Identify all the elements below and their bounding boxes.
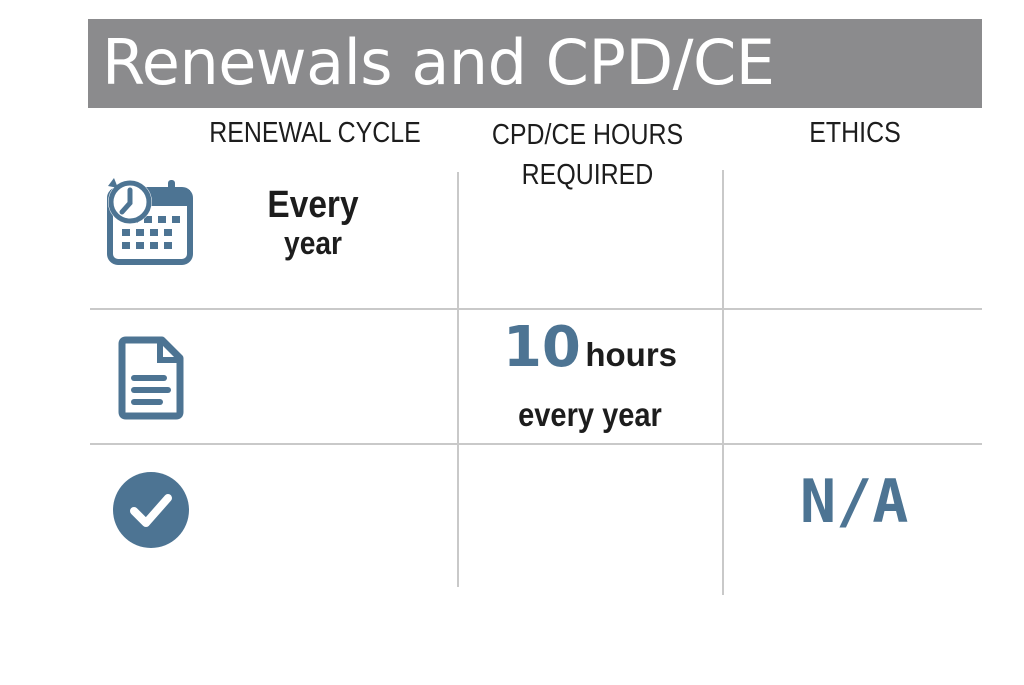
column-header-renewal-cycle: RENEWAL CYCLE [209, 117, 421, 149]
column-header-cpd-line2: REQUIRED [521, 159, 654, 191]
column-divider-2 [722, 170, 724, 595]
calendar-clock-icon [100, 172, 196, 268]
column-header-cpd-hours: CPD/CE HOURS REQUIRED [474, 115, 702, 195]
cpd-hours-number: 10 [502, 315, 581, 380]
cpd-hours-unit: hours [585, 336, 678, 373]
row-divider-1 [90, 308, 982, 310]
column-divider-1 [457, 172, 459, 587]
cpd-hours-value: 10 hours [470, 318, 710, 392]
renewal-cycle-line2: year [284, 225, 342, 261]
title-banner: Renewals and CPD/CE [88, 19, 982, 108]
check-circle-icon [111, 470, 191, 550]
ethics-value: N/A [800, 467, 909, 537]
cpd-hours-frequency: every year [518, 396, 662, 433]
column-header-ethics: ETHICS [809, 117, 901, 149]
renewal-cycle-value: Every year [247, 186, 379, 262]
renewal-cycle-line1: Every [267, 184, 359, 226]
page-title: Renewals and CPD/CE [102, 26, 775, 99]
document-icon [116, 336, 186, 420]
row-divider-2 [90, 443, 982, 445]
column-header-cpd-line1: CPD/CE HOURS [491, 119, 684, 151]
